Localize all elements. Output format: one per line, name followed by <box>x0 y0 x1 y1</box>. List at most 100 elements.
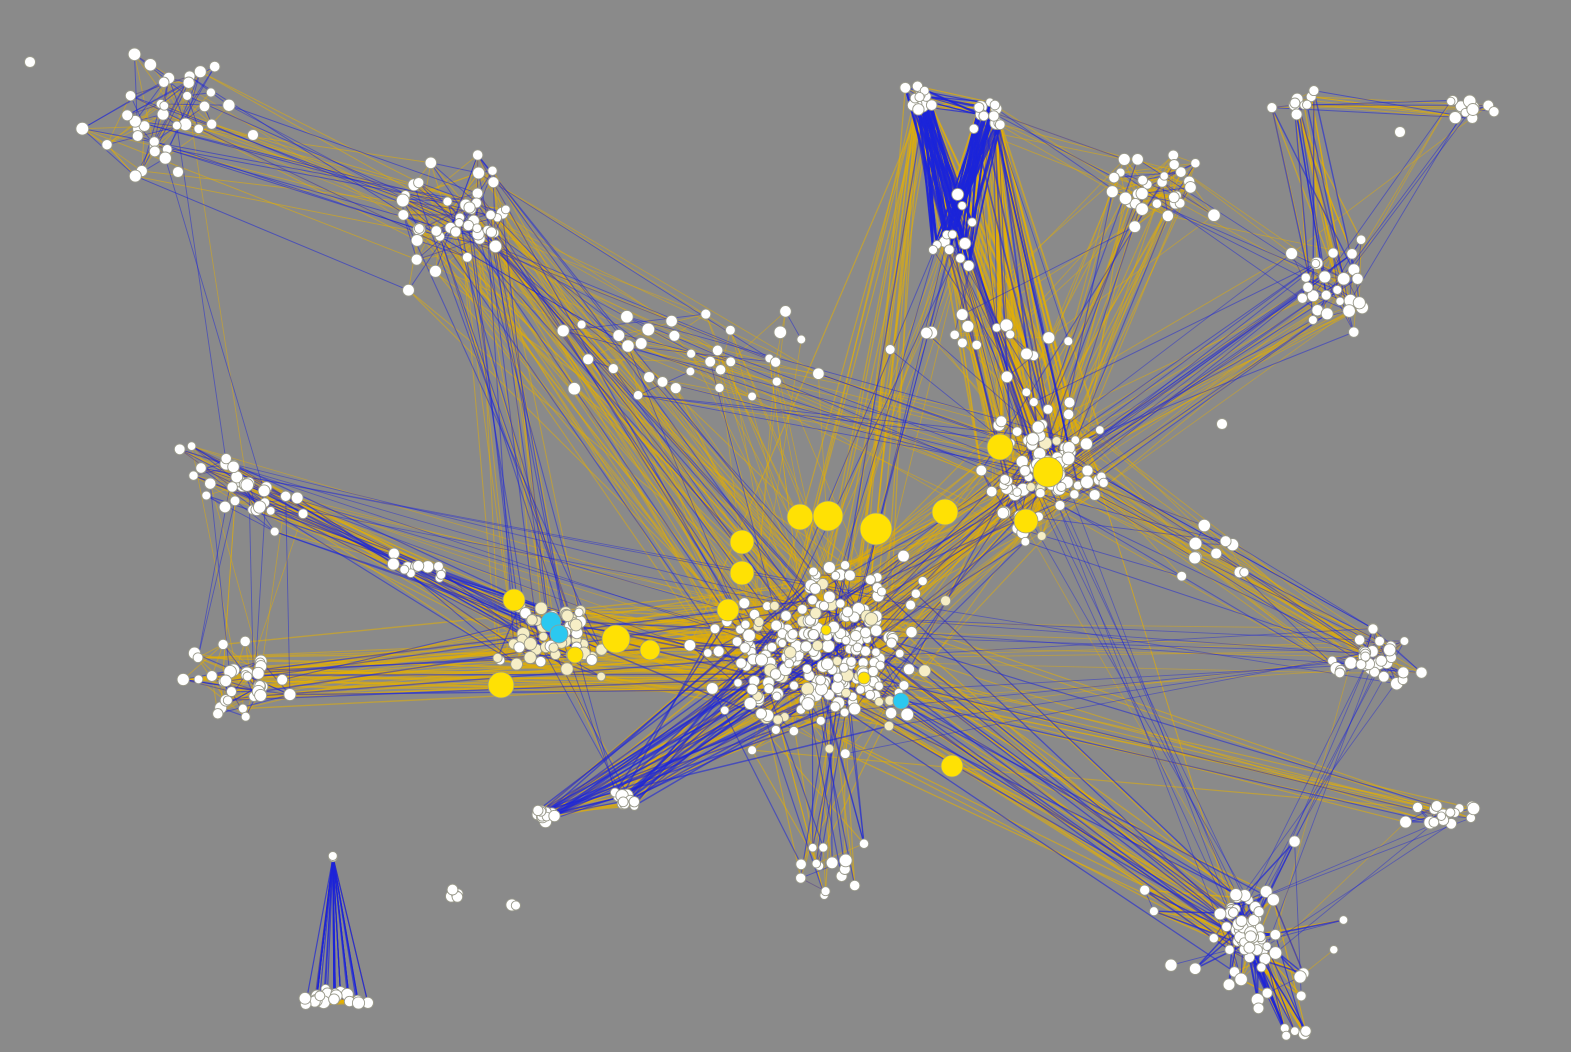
graph-node[interactable] <box>958 237 972 250</box>
graph-node[interactable] <box>835 598 846 609</box>
graph-node[interactable] <box>1308 85 1320 97</box>
graph-node[interactable] <box>121 109 134 122</box>
graph-node[interactable] <box>1268 946 1283 960</box>
graph-node[interactable] <box>787 628 799 640</box>
graph-node[interactable] <box>1252 1002 1265 1015</box>
graph-node[interactable] <box>1054 499 1066 511</box>
graph-node[interactable] <box>801 697 815 711</box>
graph-node[interactable] <box>1042 331 1056 345</box>
graph-node[interactable] <box>1139 884 1151 896</box>
graph-node[interactable] <box>985 485 998 498</box>
graph-node[interactable] <box>1168 191 1180 204</box>
graph-node[interactable] <box>429 264 442 278</box>
graph-node[interactable] <box>818 842 829 853</box>
graph-node[interactable] <box>859 626 872 639</box>
graph-node[interactable] <box>1243 941 1256 954</box>
highlight-node-yellow[interactable] <box>812 500 844 532</box>
highlight-node-yellow[interactable] <box>931 498 959 526</box>
graph-node[interactable] <box>1080 475 1094 490</box>
graph-node[interactable] <box>510 900 521 911</box>
graph-node[interactable] <box>1351 272 1364 285</box>
graph-node[interactable] <box>1336 272 1351 286</box>
graph-node[interactable] <box>413 177 425 189</box>
graph-node[interactable] <box>971 339 982 351</box>
graph-node[interactable] <box>1011 426 1023 437</box>
graph-node[interactable] <box>905 599 917 611</box>
graph-node[interactable] <box>858 838 870 849</box>
graph-node[interactable] <box>276 673 289 686</box>
graph-node[interactable] <box>523 637 538 651</box>
graph-node[interactable] <box>1329 945 1339 955</box>
graph-node[interactable] <box>753 616 765 628</box>
graph-node[interactable] <box>1375 654 1388 667</box>
graph-node[interactable] <box>257 484 271 498</box>
graph-node[interactable] <box>1227 907 1239 918</box>
graph-node[interactable] <box>809 607 822 620</box>
graph-node[interactable] <box>824 743 835 754</box>
graph-node[interactable] <box>703 648 713 658</box>
graph-node[interactable] <box>683 639 697 652</box>
graph-node[interactable] <box>731 636 743 647</box>
graph-node[interactable] <box>1167 149 1180 162</box>
graph-node[interactable] <box>1159 171 1169 181</box>
highlight-node-yellow[interactable] <box>786 503 814 531</box>
graph-node[interactable] <box>450 226 462 238</box>
graph-node[interactable] <box>412 559 425 572</box>
graph-node[interactable] <box>874 681 884 691</box>
graph-node[interactable] <box>949 329 960 341</box>
graph-node[interactable] <box>883 720 895 732</box>
graph-node[interactable] <box>612 329 626 342</box>
graph-node[interactable] <box>192 652 204 664</box>
graph-node[interactable] <box>1056 481 1067 492</box>
graph-node[interactable] <box>251 666 265 680</box>
graph-node[interactable] <box>777 638 787 648</box>
graph-node[interactable] <box>1105 185 1119 199</box>
graph-node[interactable] <box>738 597 751 610</box>
graph-node[interactable] <box>838 853 853 868</box>
highlight-node-yellow[interactable] <box>487 671 515 699</box>
graph-node[interactable] <box>1028 397 1039 408</box>
graph-node[interactable] <box>1061 451 1076 466</box>
graph-node[interactable] <box>725 324 736 336</box>
highlight-node-cyan[interactable] <box>549 624 569 644</box>
highlight-node-yellow[interactable] <box>601 624 631 654</box>
graph-node[interactable] <box>746 683 759 696</box>
graph-node[interactable] <box>920 326 933 340</box>
graph-node[interactable] <box>996 506 1010 520</box>
highlight-node-yellow[interactable] <box>716 598 740 622</box>
graph-node[interactable] <box>1290 108 1303 121</box>
graph-node[interactable] <box>327 851 338 861</box>
graph-node[interactable] <box>1344 656 1358 670</box>
graph-node[interactable] <box>124 90 137 102</box>
graph-node[interactable] <box>1332 284 1343 295</box>
graph-node[interactable] <box>911 80 924 92</box>
graph-node[interactable] <box>1081 464 1094 477</box>
graph-node[interactable] <box>538 631 549 642</box>
graph-node[interactable] <box>820 657 834 671</box>
graph-node[interactable] <box>796 334 807 345</box>
graph-node[interactable] <box>973 101 985 113</box>
graph-node[interactable] <box>217 638 229 650</box>
graph-node[interactable] <box>740 619 751 630</box>
graph-node[interactable] <box>807 628 820 641</box>
graph-node[interactable] <box>1320 289 1332 301</box>
highlight-node-yellow[interactable] <box>566 646 584 664</box>
graph-node[interactable] <box>735 657 747 669</box>
graph-node[interactable] <box>832 672 843 683</box>
graph-node[interactable] <box>1069 489 1080 500</box>
graph-node[interactable] <box>864 574 876 586</box>
graph-node[interactable] <box>808 566 819 577</box>
graph-node[interactable] <box>1488 106 1500 118</box>
graph-node[interactable] <box>1352 296 1366 310</box>
graph-node[interactable] <box>298 991 312 1005</box>
graph-node[interactable] <box>1063 396 1076 409</box>
graph-node[interactable] <box>1062 408 1075 421</box>
graph-node[interactable] <box>843 569 856 582</box>
graph-node[interactable] <box>665 314 678 328</box>
graph-node[interactable] <box>1318 270 1332 284</box>
graph-node[interactable] <box>1353 634 1366 646</box>
graph-node[interactable] <box>534 601 548 615</box>
graph-node[interactable] <box>641 322 656 337</box>
graph-node[interactable] <box>884 344 896 355</box>
graph-node[interactable] <box>297 508 309 520</box>
